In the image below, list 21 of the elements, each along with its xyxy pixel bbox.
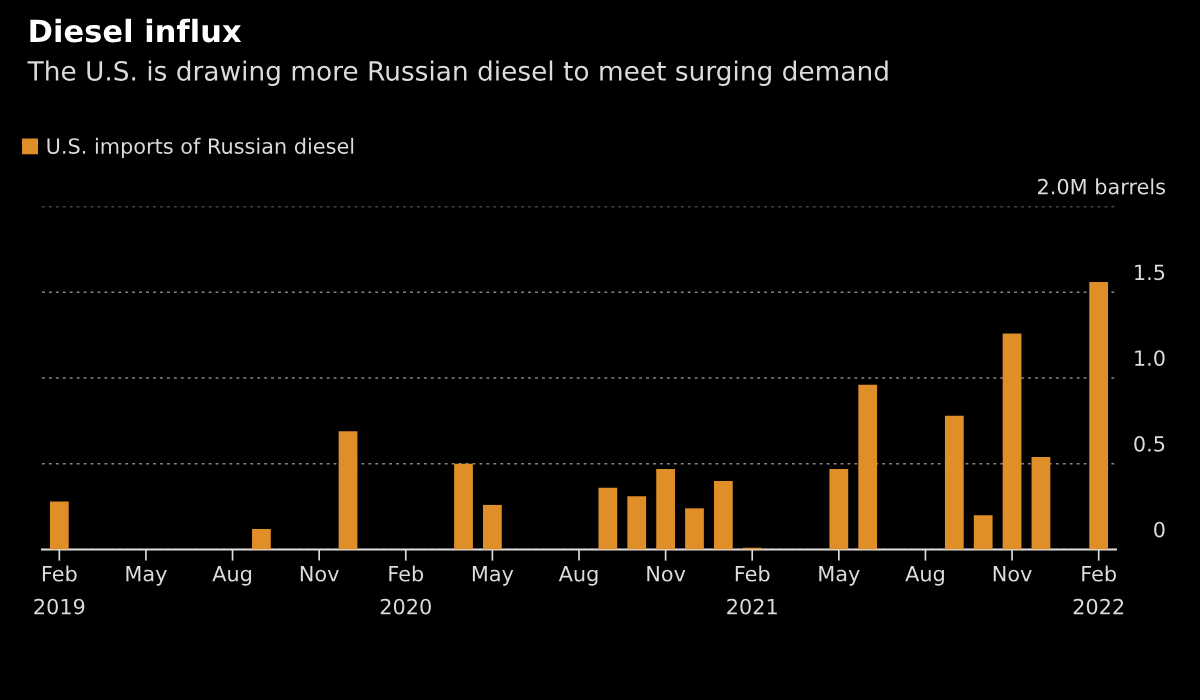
y-tick-label: 1.5 bbox=[1135, 264, 1165, 281]
x-tick-label: Feb 2019 bbox=[34, 565, 85, 615]
chart-title: Diesel influx bbox=[30, 18, 242, 43]
x-tick-label: May bbox=[472, 566, 514, 586]
x-tick-label: Nov bbox=[993, 566, 1032, 582]
x-tick-label: Aug bbox=[558, 566, 598, 586]
x-tick-label: Aug bbox=[212, 566, 251, 586]
x-tick-label: May bbox=[819, 566, 860, 586]
y-tick-label: 1.0 bbox=[1135, 350, 1165, 366]
chart-subtitle: The U.S. is drawing more Russian diesel to meet surging demand bbox=[27, 60, 888, 86]
y-tick-label: 0 bbox=[1154, 521, 1165, 538]
x-tick-label: Feb 2020 bbox=[380, 565, 431, 615]
x-tick-label: Feb 2022 bbox=[1073, 565, 1124, 615]
x-tick-label: Aug bbox=[905, 566, 944, 586]
x-tick-label: Feb 2021 bbox=[727, 565, 777, 615]
y-tick-label: 2.0M barrels bbox=[1038, 178, 1165, 195]
x-tick-label: Nov bbox=[300, 566, 339, 582]
x-tick-label: Nov bbox=[647, 566, 686, 582]
legend-label: U.S. imports of Russian diesel bbox=[47, 137, 354, 158]
x-tick-label: May bbox=[126, 566, 167, 586]
y-tick-label: 0.5 bbox=[1134, 435, 1165, 452]
